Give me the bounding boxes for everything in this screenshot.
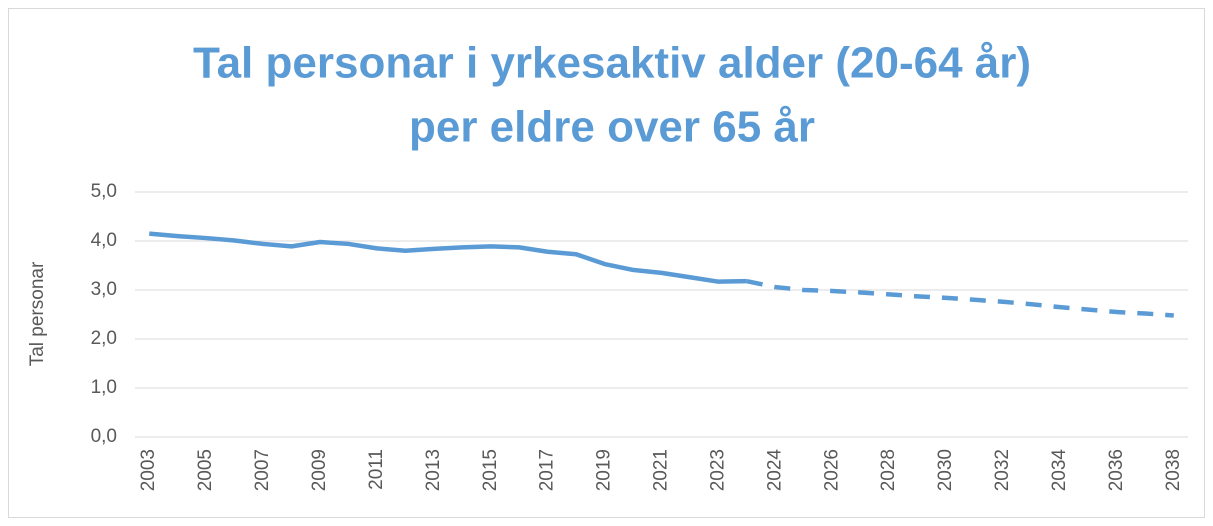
- x-tick-label: 2023: [707, 449, 728, 491]
- data-line: [149, 231, 747, 284]
- y-tick-label: 1,0: [91, 377, 117, 398]
- y-tick-label: 0,0: [91, 426, 117, 447]
- x-tick-label: 2038: [1163, 449, 1184, 491]
- x-tick-label: 2026: [821, 449, 842, 491]
- x-tick-label: 2005: [195, 449, 216, 491]
- y-tick-label: 2,0: [91, 328, 117, 349]
- x-tick-label: 2021: [651, 449, 672, 491]
- y-tick-label: 4,0: [91, 230, 117, 251]
- x-tick-label: 2007: [252, 449, 273, 491]
- x-tick-label: 2019: [594, 449, 615, 491]
- x-tick-label: 2013: [423, 449, 444, 491]
- x-tick-label: 2011: [366, 449, 387, 490]
- x-tick-label: 2015: [480, 449, 501, 491]
- x-tick-label: 2003: [138, 449, 159, 491]
- x-tick-label: 2036: [1106, 449, 1127, 491]
- chart-title: per eldre over 65 år: [409, 103, 815, 152]
- x-tick-label: 2034: [1049, 449, 1070, 492]
- x-tick-label: 2028: [878, 449, 899, 491]
- y-tick-label: 3,0: [91, 279, 117, 300]
- x-tick-label: 2017: [537, 449, 558, 491]
- data-line: [746, 278, 1174, 318]
- x-tick-label: 2009: [309, 449, 330, 491]
- y-axis-label: Tal personar: [27, 261, 48, 366]
- x-tick-label: 2030: [935, 449, 956, 491]
- chart-title: Tal personar i yrkesaktiv alder (20-64 å…: [193, 39, 1031, 88]
- x-tick-label: 2032: [992, 449, 1013, 491]
- y-tick-label: 5,0: [91, 181, 117, 202]
- x-tick-label: 2024: [764, 449, 785, 492]
